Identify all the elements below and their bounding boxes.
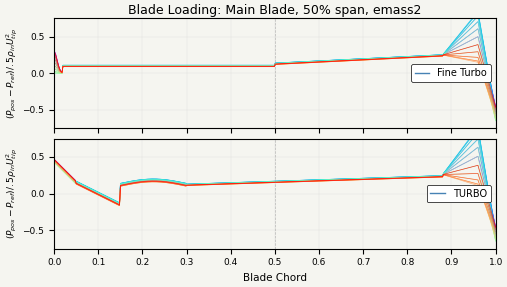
Y-axis label: $(P_{pos}-P_{ref})/.5\rho_{in}U_{tip}^2$: $(P_{pos}-P_{ref})/.5\rho_{in}U_{tip}^2$ bbox=[4, 148, 20, 239]
Title: Blade Loading: Main Blade, 50% span, emass2: Blade Loading: Main Blade, 50% span, ema… bbox=[128, 4, 421, 17]
Y-axis label: $(P_{pos}-P_{ref})/.5\rho_{in}U_{tip}^2$: $(P_{pos}-P_{ref})/.5\rho_{in}U_{tip}^2$ bbox=[4, 28, 20, 119]
Legend: TURBO: TURBO bbox=[426, 185, 491, 203]
Legend: Fine Turbo: Fine Turbo bbox=[411, 64, 491, 82]
X-axis label: Blade Chord: Blade Chord bbox=[243, 273, 307, 283]
